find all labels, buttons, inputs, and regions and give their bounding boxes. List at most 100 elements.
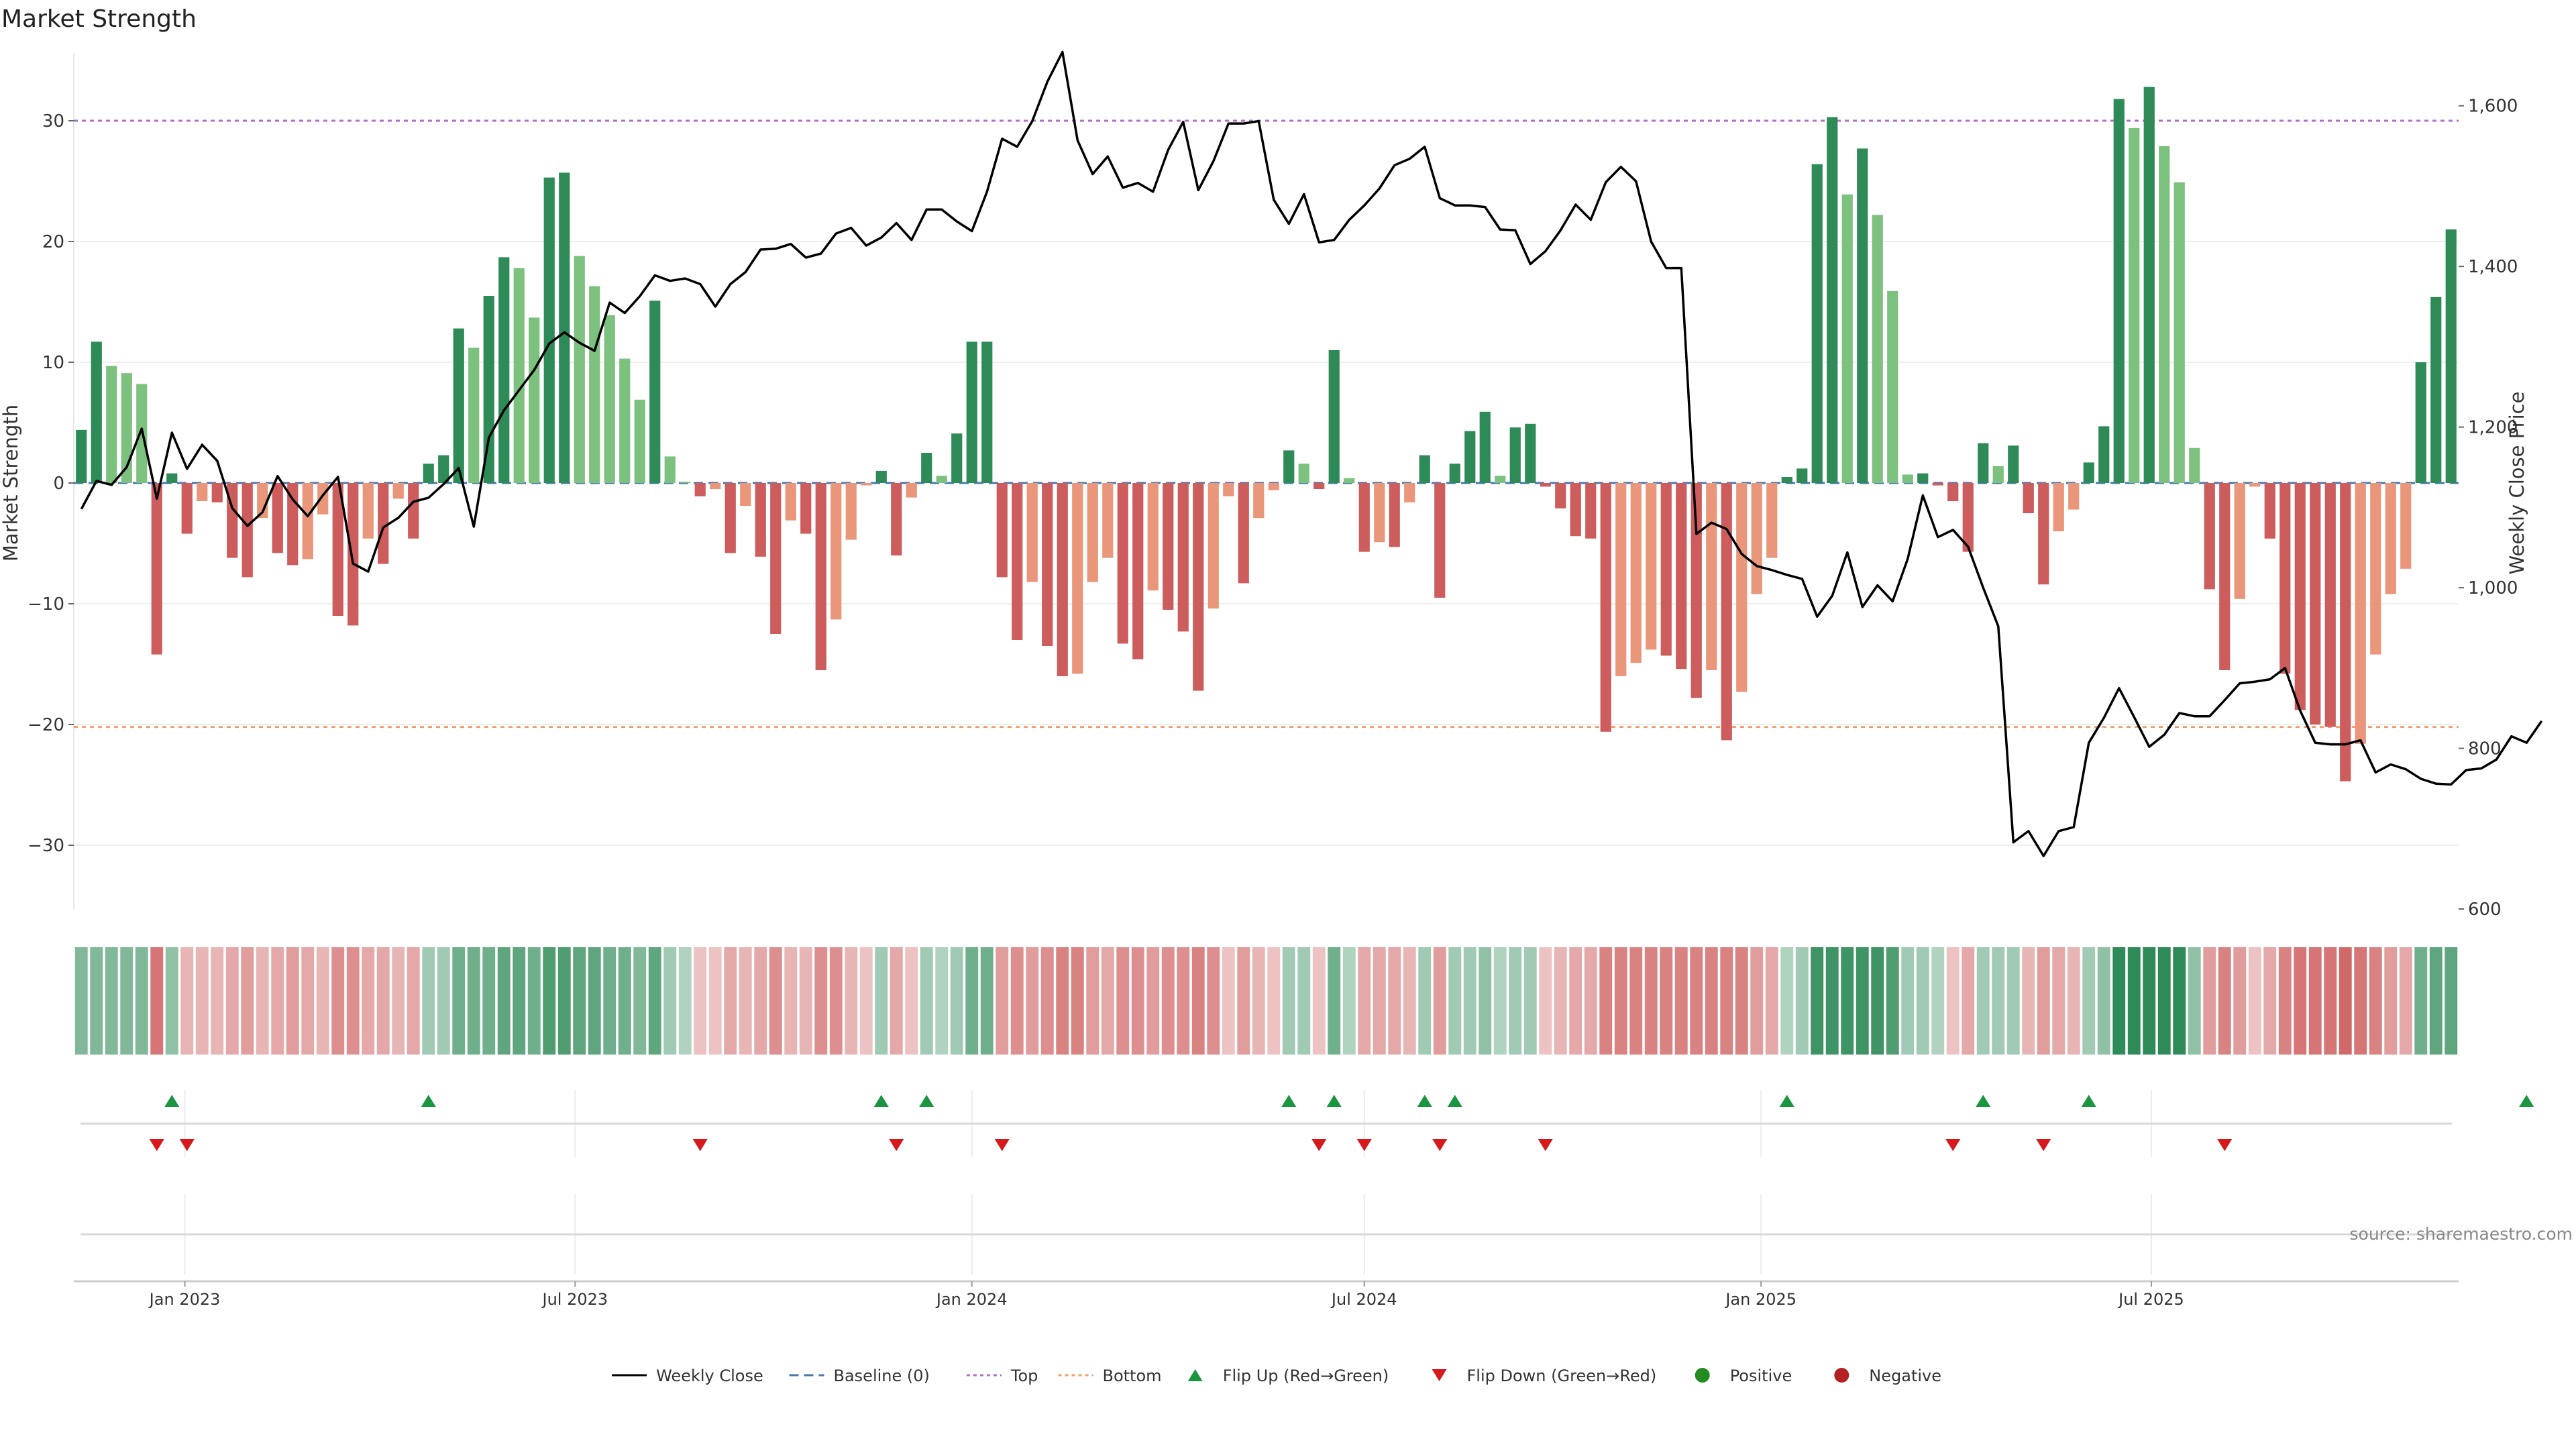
strength-bar [1947, 483, 1959, 501]
strength-bar [1796, 468, 1808, 483]
strength-bar [483, 296, 494, 483]
strength-bar [649, 301, 661, 483]
heat-cell [74, 947, 88, 1055]
heat-cell [2384, 947, 2398, 1055]
heat-cell [1901, 947, 1915, 1055]
heat-cell [890, 947, 903, 1055]
strength-bar [1570, 483, 1581, 537]
legend-label: Negative [1869, 1366, 1941, 1385]
heat-cell [1750, 947, 1764, 1055]
flip-up-marker [2081, 1095, 2096, 1107]
heat-cell [935, 947, 949, 1055]
heat-cell [1871, 947, 1884, 1055]
strength-bar [2385, 483, 2396, 594]
strength-bar [332, 483, 343, 616]
strength-bar [392, 483, 404, 499]
heat-cell [2399, 947, 2412, 1055]
strength-bar [664, 456, 676, 483]
flip-up-marker [1447, 1095, 1462, 1107]
y2-tick-label: 1,000 [2468, 578, 2518, 598]
strength-bar [1012, 483, 1023, 640]
heat-cell [859, 947, 873, 1055]
y2-tick-label: 800 [2468, 739, 2502, 759]
heat-cell [633, 947, 647, 1055]
strength-bar [1600, 483, 1611, 732]
flip-up-marker [919, 1095, 934, 1107]
heat-cell [996, 947, 1009, 1055]
strength-bar [1072, 483, 1083, 674]
heat-cell [1720, 947, 1733, 1055]
heat-cell [1312, 947, 1326, 1055]
legend-item-flip-up-red-green: Flip Up (Red→Green) [1187, 1366, 1389, 1385]
strength-bar [106, 366, 117, 483]
strength-bar [559, 172, 570, 483]
strength-bar [423, 464, 434, 483]
heat-cell [2263, 947, 2277, 1055]
strength-bar [498, 257, 510, 483]
heat-cell [1735, 947, 1748, 1055]
heat-cell [1161, 947, 1175, 1055]
strength-bar [1690, 483, 1702, 698]
heat-cell [1056, 947, 1069, 1055]
heat-cell [271, 947, 284, 1055]
flip-up-marker [2519, 1095, 2534, 1107]
strength-bar [2400, 483, 2412, 569]
strength-bars [76, 87, 2457, 782]
strength-bar [2324, 483, 2336, 727]
flip-up-marker [1417, 1095, 1432, 1107]
legend-label: Flip Up (Red→Green) [1223, 1366, 1389, 1385]
strength-bar [2430, 297, 2442, 483]
strength-bar [1615, 483, 1627, 676]
strength-bar [1630, 483, 1642, 663]
legend-label: Flip Down (Green→Red) [1467, 1366, 1657, 1385]
heat-cell [875, 947, 888, 1055]
heat-cell [1795, 947, 1809, 1055]
x-axis: Jan 2023 Jul 2023 Jan 2024 Jul 2024 Jan 2025… [74, 1280, 2459, 1309]
heat-cell [1282, 947, 1295, 1055]
strength-bar [1163, 483, 1174, 610]
heat-cell [1780, 947, 1794, 1055]
strength-bar [710, 483, 721, 489]
weekly-close-line-path [80, 50, 2543, 857]
strength-bar [438, 455, 449, 483]
strength-bar [1147, 483, 1159, 591]
heat-cell [241, 947, 254, 1055]
heat-cell [2324, 947, 2337, 1055]
strength-bar [2129, 127, 2140, 484]
heat-cell [965, 947, 979, 1055]
strength-bar [966, 341, 977, 483]
strength-bar [2053, 483, 2064, 531]
heat-cell [618, 947, 631, 1055]
strength-bar [1660, 483, 1672, 656]
heat-cell [1886, 947, 1899, 1055]
strength-bar [166, 473, 178, 483]
strength-bar [1042, 483, 1053, 646]
heat-cell [1191, 947, 1205, 1055]
heat-cell [678, 947, 692, 1055]
strength-bar [151, 483, 162, 655]
heat-cell [694, 947, 707, 1055]
strength-bar [241, 483, 253, 578]
heat-cell [180, 947, 194, 1055]
strength-bar [2008, 445, 2019, 483]
heat-cell [316, 947, 329, 1055]
strength-bar [981, 341, 993, 483]
strength-bar [1374, 483, 1385, 543]
flip-up-marker [164, 1095, 180, 1107]
strength-bar [181, 483, 193, 534]
heat-cell [1222, 947, 1235, 1055]
strength-bar [362, 483, 374, 539]
heat-cell [1177, 947, 1190, 1055]
flip-up-marker [1281, 1095, 1297, 1107]
heat-cell [150, 947, 164, 1055]
strength-bar [468, 347, 480, 483]
strength-bar [1872, 215, 1883, 483]
strength-bar [453, 328, 464, 483]
strength-bar [1841, 194, 1853, 483]
flip-up-marker [421, 1095, 436, 1107]
heat-cell [784, 947, 798, 1055]
strength-bar [634, 399, 645, 483]
strength-bar [1193, 483, 1204, 691]
strength-bar [121, 373, 132, 483]
heat-cell [739, 947, 752, 1055]
